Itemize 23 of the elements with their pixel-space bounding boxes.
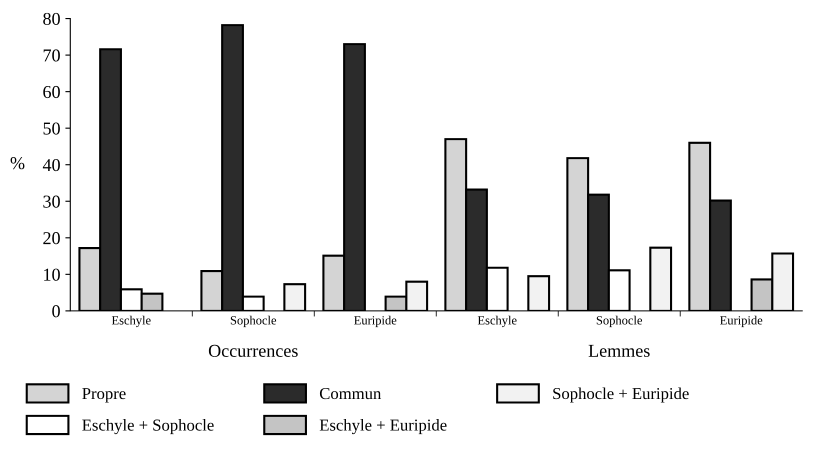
y-axis-title: % [10, 157, 24, 170]
legend-label: Sophocle + Euripide [553, 387, 689, 403]
y-tick-label: 40 [42, 158, 60, 172]
y-tick-label: 20 [43, 232, 60, 244]
x-tick-label: Euripide [354, 316, 396, 328]
y-tick-label: 70 [44, 49, 60, 62]
legend-label: Eschyle + Euripide [320, 418, 447, 434]
y-tick-label: 60 [43, 86, 60, 98]
legend-label: Propre [82, 388, 126, 403]
y-tick-label: 30 [43, 196, 60, 208]
legend-label: Commun [320, 388, 382, 400]
text: Lemmes [588, 344, 650, 357]
y-tick-label: 80 [43, 12, 60, 25]
y-tick-label: 10 [44, 268, 60, 281]
text: Occurrences [208, 344, 298, 357]
x-tick-label: Sophocle [596, 316, 642, 328]
y-tick-label: 50 [44, 122, 60, 135]
x-tick-label: Sophocle [230, 316, 276, 328]
x-tick-label: Eschyle [112, 316, 151, 328]
x-tick-label: Euripide [720, 316, 762, 328]
y-tick-label: 0 [52, 305, 60, 318]
x-tick-label: Eschyle [478, 316, 517, 328]
legend-label: Eschyle + Sophocle [82, 418, 214, 434]
